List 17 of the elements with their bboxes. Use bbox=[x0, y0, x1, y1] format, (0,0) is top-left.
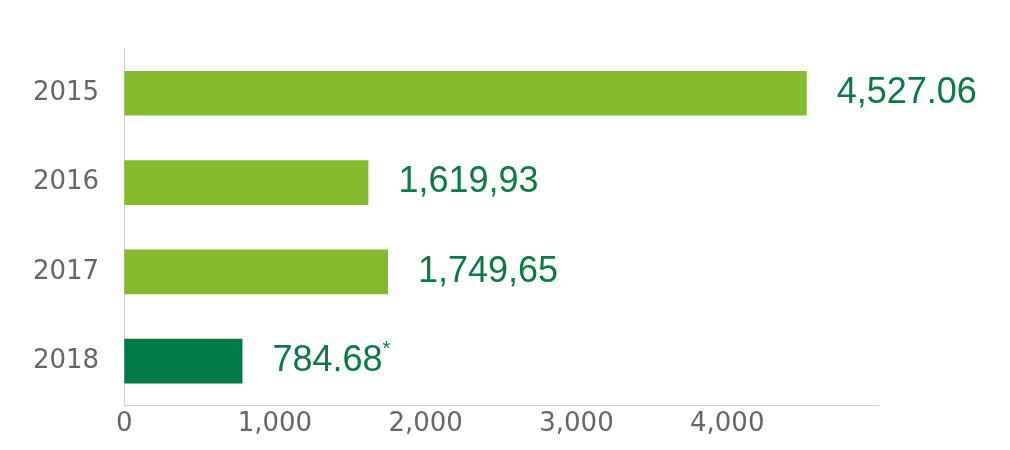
data-label: 1,619,93 bbox=[398, 159, 539, 201]
data-label: 1,749,65 bbox=[417, 248, 559, 290]
y-tick-label: 2018 bbox=[33, 343, 100, 374]
y-tick-label: 2015 bbox=[33, 76, 100, 106]
x-tick-label: 0 bbox=[115, 407, 133, 438]
x-tick-label: 2,000 bbox=[388, 407, 463, 438]
y-tick-label: 2017 bbox=[33, 254, 100, 285]
x-tick-label: 1,000 bbox=[237, 407, 313, 438]
bar bbox=[124, 70, 807, 116]
bar bbox=[124, 249, 388, 295]
x-tick-label: 4,000 bbox=[690, 407, 765, 438]
bar bbox=[124, 160, 369, 205]
data-label: 4,527.06 bbox=[836, 70, 977, 112]
x-tick-label: 3,000 bbox=[539, 407, 614, 438]
data-label: 784.68* bbox=[272, 336, 391, 380]
y-tick-label: 2016 bbox=[33, 165, 100, 196]
bar bbox=[124, 338, 243, 384]
